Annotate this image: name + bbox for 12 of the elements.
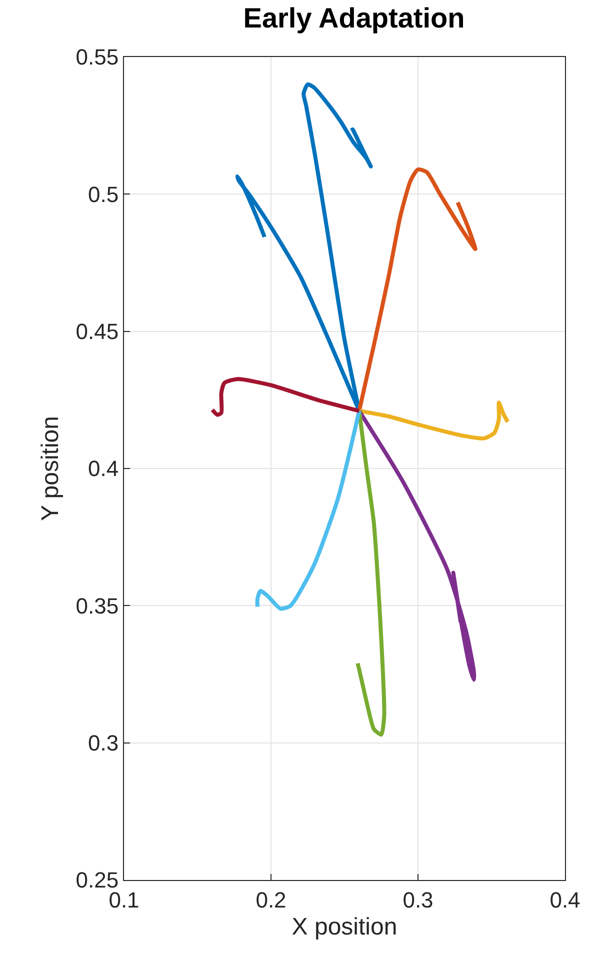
y-axis-title: Y position bbox=[36, 416, 64, 521]
y-tick-label: 0.35 bbox=[76, 593, 119, 618]
x-tick-label: 0.3 bbox=[402, 887, 434, 912]
y-tick-label: 0.3 bbox=[88, 730, 119, 756]
y-tick-label: 0.4 bbox=[88, 456, 119, 482]
y-tick-label: 0.5 bbox=[88, 182, 119, 207]
x-tick-label: 0.4 bbox=[550, 887, 580, 912]
y-tick-label: 0.45 bbox=[76, 319, 119, 344]
x-axis-title: X position bbox=[292, 914, 398, 941]
x-tick-label: 0.2 bbox=[256, 887, 286, 912]
chart-title: Early Adaptation bbox=[243, 2, 465, 34]
y-tick-label: 0.55 bbox=[76, 44, 119, 70]
